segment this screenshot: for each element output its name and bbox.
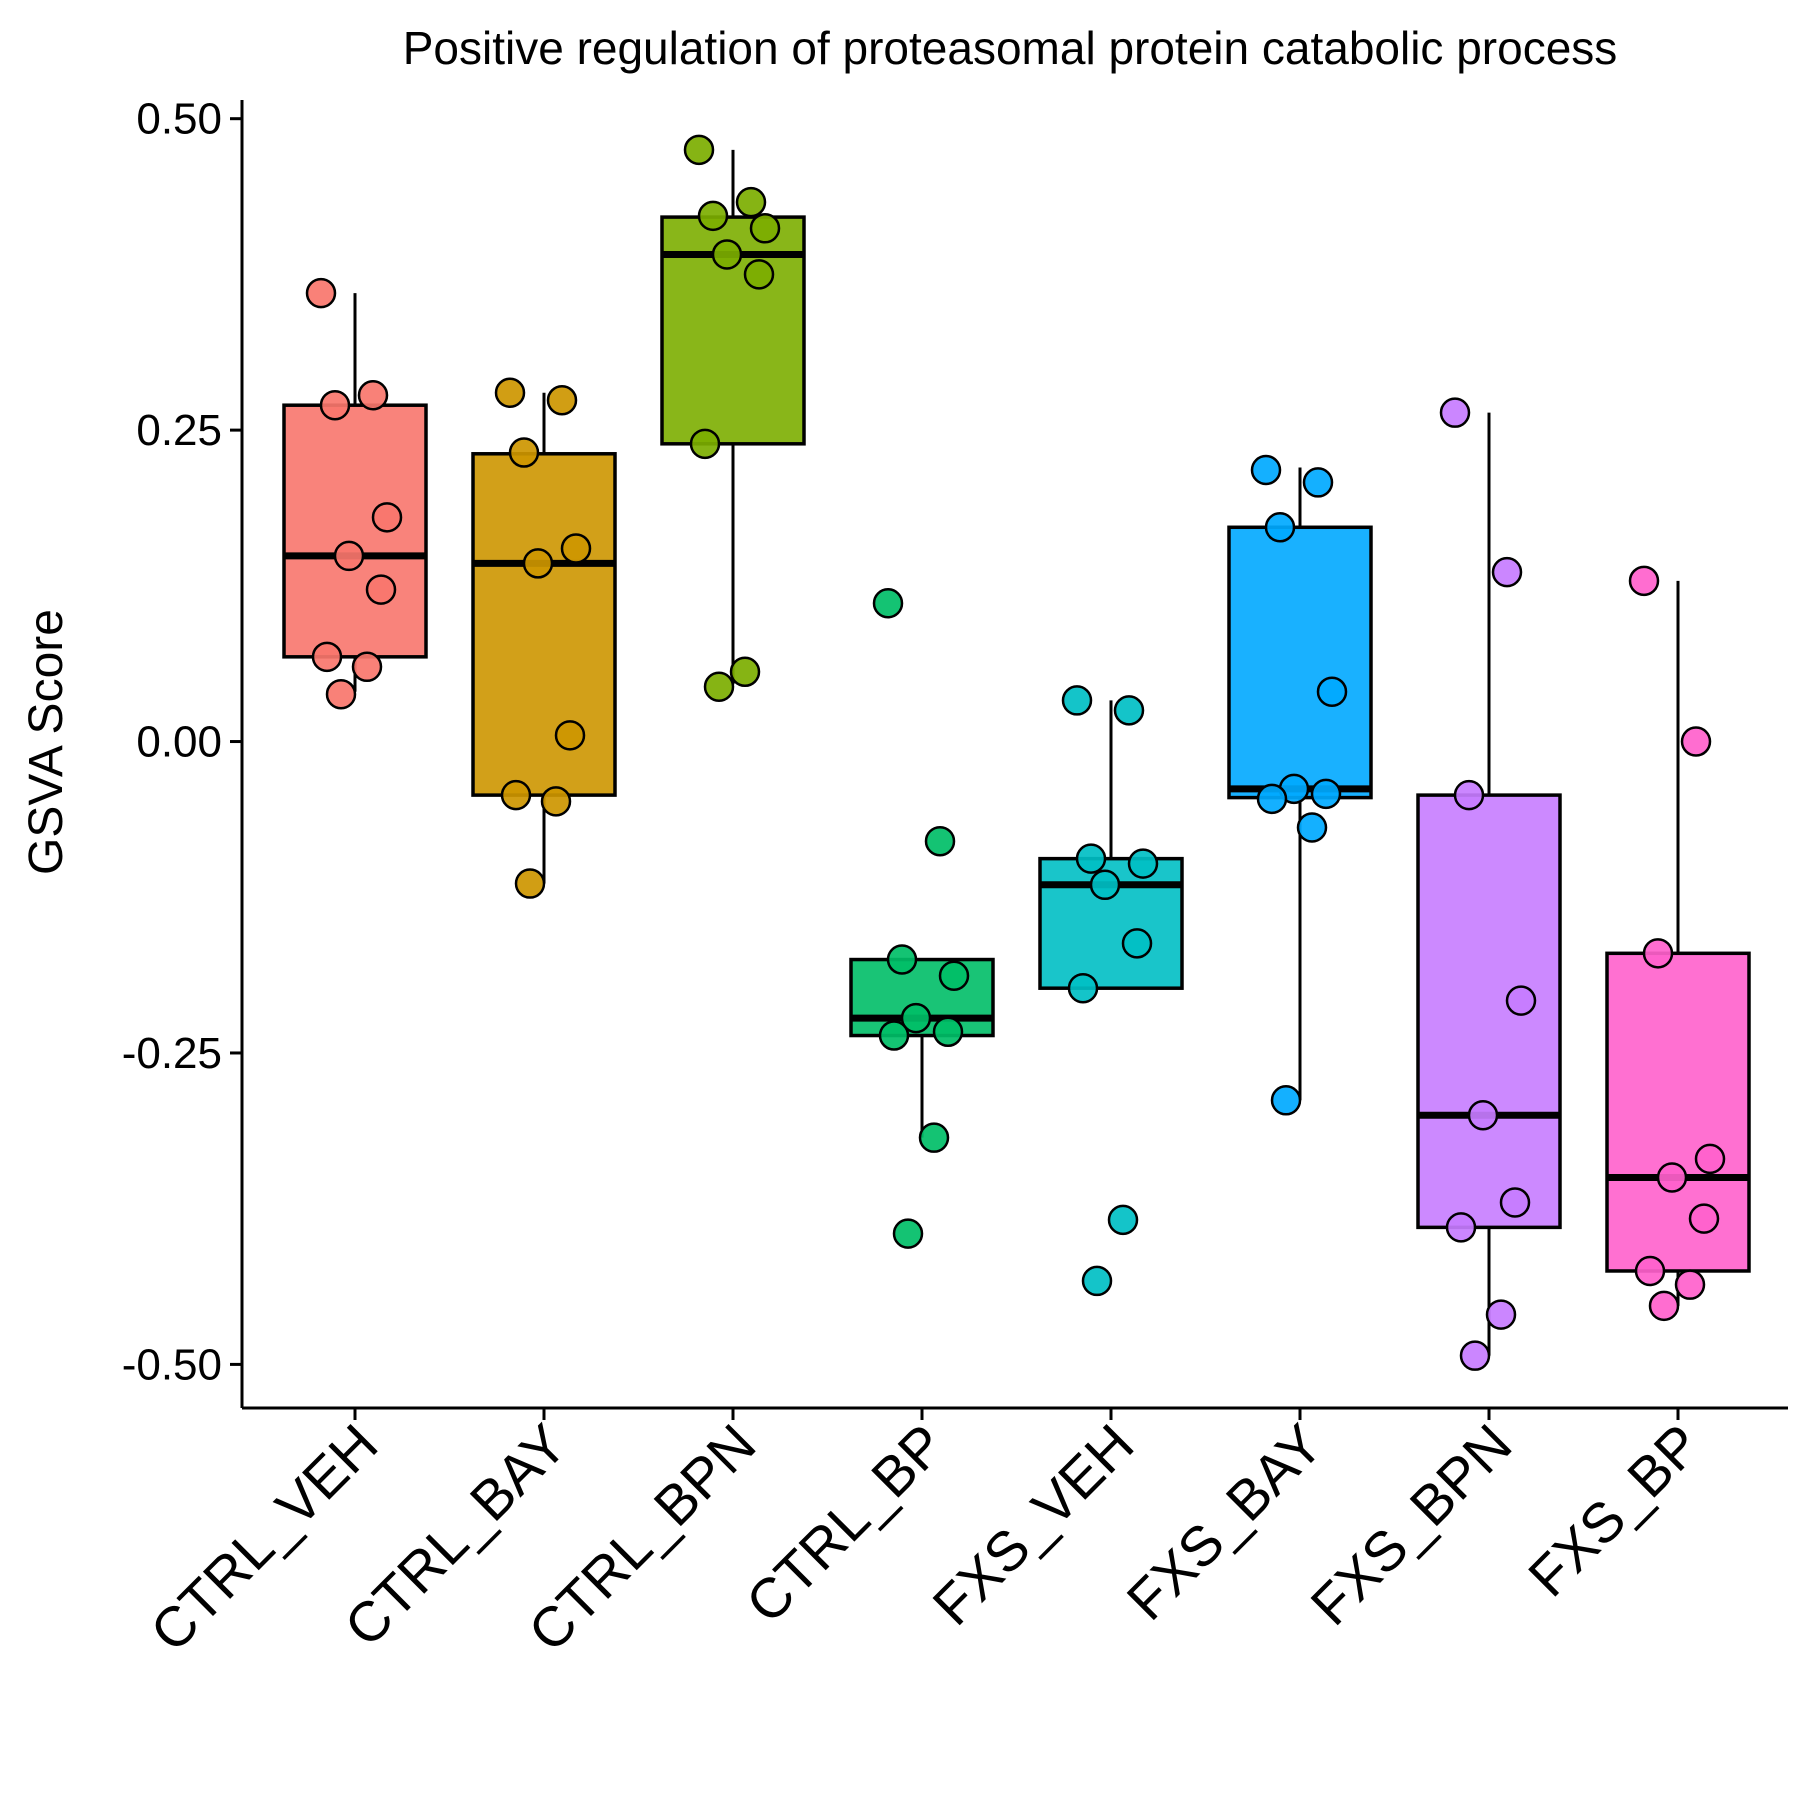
data-point — [1256, 783, 1288, 815]
data-point — [351, 651, 383, 683]
data-point — [749, 213, 781, 244]
data-point — [1067, 972, 1099, 1004]
y-tick-label: 0.50 — [136, 95, 222, 144]
x-tick-label: FXS_VEH — [920, 1412, 1145, 1637]
data-point — [1270, 1085, 1302, 1116]
data-point — [1302, 467, 1334, 498]
data-point — [522, 548, 554, 579]
data-point — [1113, 695, 1145, 726]
data-point — [1628, 565, 1660, 597]
y-tick-label: 0.25 — [136, 406, 222, 455]
box-group-ctrl-bp — [849, 588, 995, 1249]
data-point — [1467, 1100, 1499, 1131]
data-point — [560, 533, 592, 564]
plot-area: 0.500.250.00-0.25-0.50CTRL_VEHCTRL_BAYCT… — [122, 95, 1788, 1663]
data-point — [333, 540, 365, 572]
data-point — [546, 384, 578, 416]
data-point — [932, 1016, 964, 1048]
x-tick-label: CTRL_BP — [734, 1412, 957, 1635]
data-point — [711, 239, 743, 270]
data-point — [325, 678, 357, 710]
data-point — [1656, 1162, 1688, 1193]
box-group-ctrl-bpn — [660, 134, 806, 702]
data-point — [1688, 1203, 1720, 1234]
data-point — [1316, 676, 1348, 707]
data-point — [1459, 1340, 1491, 1371]
box-iqr — [471, 452, 617, 797]
data-point — [1127, 848, 1159, 879]
data-point — [918, 1122, 950, 1153]
data-point — [703, 671, 735, 702]
data-point — [1445, 1212, 1477, 1243]
data-point — [872, 588, 904, 619]
box-iqr — [1227, 525, 1373, 800]
data-point — [938, 960, 970, 991]
data-point — [319, 389, 351, 421]
data-point — [1491, 556, 1523, 588]
data-point — [1075, 843, 1107, 874]
box-group-fxs-bp — [1605, 565, 1751, 1322]
data-point — [1439, 397, 1471, 428]
data-point — [1499, 1187, 1531, 1218]
box-iqr — [1605, 951, 1751, 1273]
data-point — [735, 186, 767, 218]
data-point — [1485, 1299, 1517, 1330]
y-tick-label: -0.50 — [122, 1340, 222, 1389]
data-point — [1648, 1290, 1680, 1322]
box-iqr — [282, 403, 428, 659]
data-point — [1250, 454, 1282, 486]
box-group-fxs-veh — [1038, 685, 1184, 1297]
x-tick-label: FXS_BPN — [1298, 1412, 1523, 1637]
data-point — [1107, 1204, 1139, 1236]
data-point — [500, 779, 532, 811]
chart-title: Positive regulation of proteasomal prote… — [403, 22, 1618, 74]
data-point — [1121, 928, 1153, 959]
data-point — [900, 1002, 932, 1034]
data-point — [305, 277, 337, 309]
data-point — [371, 502, 403, 533]
y-axis-label: GSVA Score — [20, 609, 73, 875]
data-point — [892, 1218, 924, 1249]
data-point — [878, 1020, 910, 1051]
data-point — [1505, 985, 1537, 1016]
x-tick-label: FXS_BP — [1516, 1412, 1712, 1608]
data-point — [683, 134, 715, 166]
data-point — [508, 437, 540, 468]
box-iqr — [1416, 793, 1562, 1230]
data-point — [1634, 1255, 1666, 1287]
data-point — [1081, 1265, 1113, 1297]
box-group-fxs-bay — [1227, 454, 1373, 1116]
data-point — [1453, 779, 1485, 811]
data-point — [554, 720, 586, 751]
y-tick-label: 0.00 — [136, 718, 222, 767]
data-point — [357, 379, 389, 411]
data-point — [729, 656, 761, 688]
box-group-fxs-bpn — [1416, 397, 1562, 1371]
box-group-ctrl-bay — [471, 377, 617, 899]
data-point — [1674, 1269, 1706, 1300]
data-point — [1642, 938, 1674, 969]
data-point — [1089, 869, 1121, 901]
data-point — [311, 641, 343, 673]
data-point — [1680, 726, 1712, 757]
data-point — [1694, 1143, 1726, 1175]
data-point — [365, 574, 397, 605]
data-point — [1296, 812, 1328, 843]
data-point — [1310, 778, 1342, 810]
data-point — [924, 825, 956, 857]
data-point — [886, 944, 918, 975]
data-point — [1061, 685, 1093, 716]
data-point — [1264, 512, 1296, 543]
data-point — [697, 200, 729, 232]
data-point — [689, 428, 721, 460]
data-point — [743, 259, 775, 290]
x-tick-label: FXS_BAY — [1115, 1412, 1335, 1632]
box-group-ctrl-veh — [282, 277, 428, 710]
data-point — [540, 786, 572, 817]
data-point — [494, 377, 526, 408]
y-tick-label: -0.25 — [122, 1029, 222, 1078]
data-point — [514, 868, 546, 899]
